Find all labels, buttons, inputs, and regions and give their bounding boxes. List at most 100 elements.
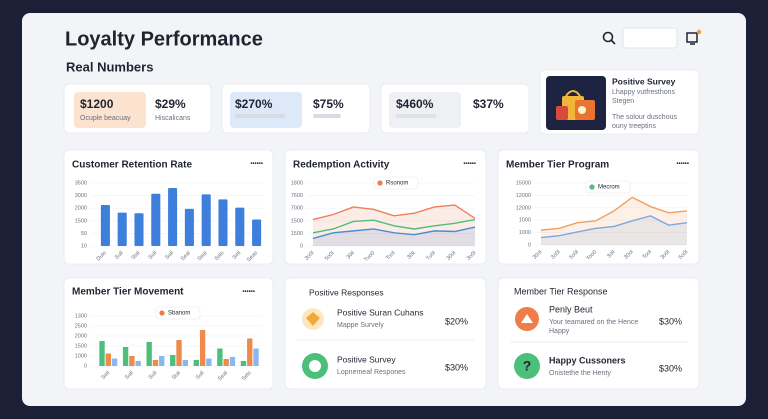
y-tick-label: 7600 [291, 193, 303, 199]
menu-dots: •••••• [250, 162, 263, 168]
legend-dot [159, 310, 165, 316]
response-value: $20% [445, 316, 468, 326]
legend-label: Sbanom [168, 311, 190, 317]
kpi-highlight [230, 92, 302, 128]
responses-card [284, 277, 487, 390]
chart-title: Member Tier Program [506, 160, 609, 171]
x-tick-label: 3oil [606, 249, 616, 259]
y-tick-label: 2000 [75, 206, 87, 212]
bar [240, 361, 247, 366]
search-icon[interactable] [602, 31, 616, 45]
response-value: $30% [659, 363, 682, 373]
legend-label: Mecrom [598, 185, 620, 191]
y-tick-label: 0 [528, 242, 531, 248]
kpi-value: $1200 [80, 97, 114, 111]
window-icon[interactable] [686, 29, 702, 45]
y-tick-label: 7000 [291, 206, 303, 212]
x-tick-label: Sell [100, 370, 111, 381]
chart-card [497, 149, 700, 265]
response-value: $30% [445, 362, 468, 372]
x-tick-label: Sull [114, 250, 125, 261]
kpi-highlight [74, 92, 146, 128]
response-icon [302, 353, 328, 379]
y-tick-label: 3000 [75, 193, 87, 199]
x-tick-label: Stal [130, 250, 141, 261]
survey-image [546, 76, 606, 130]
legend-box [155, 306, 201, 320]
bar [217, 348, 223, 366]
bar [252, 219, 262, 246]
bar [134, 213, 144, 246]
line [312, 204, 476, 221]
survey-line: The solour duschous [612, 114, 677, 121]
response-sub: Mappe Survely [337, 322, 384, 329]
y-tick-label: 1500 [75, 218, 87, 224]
x-tick-label: 3o0l [660, 249, 672, 261]
y-tick-label: 10 [81, 243, 87, 249]
line [312, 226, 476, 240]
kpi-label: Hiscalicans [155, 115, 191, 122]
y-tick-label: 12000 [516, 193, 531, 199]
bar [152, 360, 159, 366]
x-tick-label: Sull [148, 250, 159, 261]
menu-dots: •••••• [242, 290, 255, 296]
kpi-label: Ocuple beacuay [80, 115, 131, 122]
x-tick-label: 3o0l [466, 250, 478, 262]
response-icon [302, 308, 324, 330]
bar [159, 356, 165, 366]
line [312, 218, 476, 234]
response-title: Penly Beut [549, 304, 593, 314]
y-tick-label: 1800 [291, 180, 303, 186]
bar [253, 348, 259, 366]
card-title: Positive Responses [309, 287, 384, 297]
bar [176, 340, 182, 366]
x-tick-label: Sell [232, 250, 243, 261]
legend-label: Rsonom [386, 181, 408, 187]
response-icon [515, 307, 539, 331]
blurred-label [396, 114, 436, 118]
survey-line: Stegen [612, 98, 634, 105]
kpi-highlight [389, 92, 461, 128]
bar [235, 207, 245, 246]
y-tick-label: 50 [81, 231, 87, 237]
x-tick-label: 30ol [446, 250, 458, 262]
y-tick-label: 1000 [519, 230, 531, 236]
bar [146, 342, 152, 366]
bar [223, 359, 229, 366]
chart-title: Customer Retention Rate [72, 160, 192, 171]
y-tick-label: 0 [300, 243, 303, 249]
section-title: Real Numbers [66, 59, 153, 74]
response-title: Positive Suran Cuhans [337, 307, 423, 317]
response-title: Positive Survey [337, 354, 396, 364]
survey-line: Lhappy vutfresthons [612, 89, 676, 96]
response-value: $30% [659, 316, 682, 326]
bar [105, 353, 111, 366]
x-tick-label: Sull [164, 250, 175, 261]
x-tick-label: Stal [171, 370, 182, 381]
search-input[interactable] [622, 27, 678, 49]
bar [201, 194, 211, 246]
response-sub: Happy [549, 328, 570, 335]
y-tick-label: 1500 [291, 231, 303, 237]
x-tick-label: Sels [241, 370, 253, 382]
page-title: Loyalty Performance [65, 28, 263, 50]
y-tick-label: 2500 [75, 323, 87, 329]
x-tick-label: 30lt [406, 250, 417, 261]
x-tick-label: 5o0l [678, 249, 690, 261]
y-tick-label: 1000 [75, 353, 87, 359]
x-tick-label: 30ol [532, 249, 544, 261]
area [313, 227, 475, 246]
bar [229, 357, 236, 366]
chart-title: Redemption Activity [293, 160, 390, 171]
x-tick-label: Tool [642, 249, 653, 260]
y-tick-label: 3500 [75, 180, 87, 186]
kpi-value: $75% [313, 97, 344, 111]
bar [99, 341, 105, 366]
response-sub: Your teamared on the Hence [549, 319, 638, 326]
x-tick-label: Sull [195, 370, 206, 381]
bar [117, 212, 127, 246]
line [540, 196, 688, 231]
menu-dots: •••••• [676, 162, 689, 168]
y-tick-label: 0 [84, 363, 87, 369]
